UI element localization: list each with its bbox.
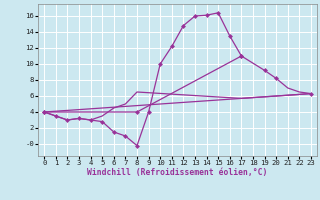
X-axis label: Windchill (Refroidissement éolien,°C): Windchill (Refroidissement éolien,°C) bbox=[87, 168, 268, 177]
